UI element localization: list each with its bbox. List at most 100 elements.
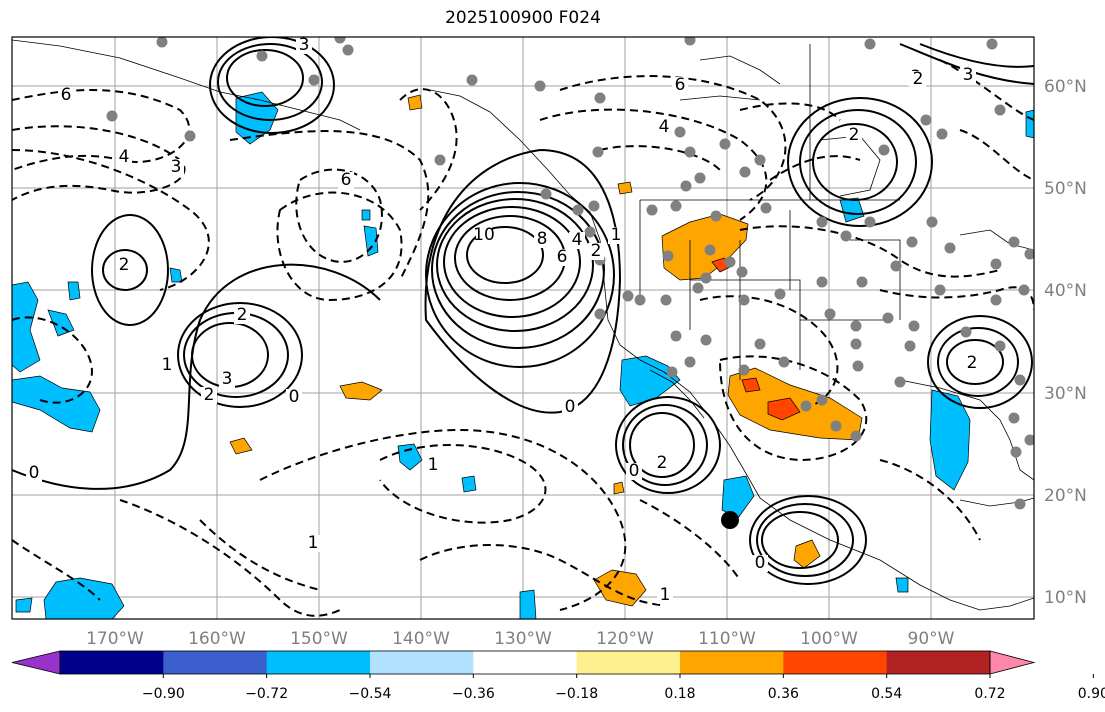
station-dot [1010,446,1022,458]
colorbar-tick-label: −0.90 [142,686,185,702]
contour-label: 0 [565,397,576,417]
station-dot [622,290,634,302]
station-dot [1014,374,1026,386]
contour-label: 3 [963,65,974,85]
station-dot [850,338,862,350]
colorbar-segment [266,651,371,674]
contour-label: 8 [537,229,548,249]
colorbar-tick-label: 0.54 [871,686,902,702]
station-dot [739,166,751,178]
colorbar-tick-label: 0.18 [664,686,695,702]
station-dot [1018,284,1030,296]
colorbar-segment [370,651,474,674]
colorbar-tick-label: −0.18 [555,686,598,702]
station-dot [850,320,862,332]
station-dot [830,420,842,432]
station-dot [540,188,552,200]
colorbar-segment [576,651,681,674]
station-dot [684,356,696,368]
station-dot [594,92,606,104]
storm-center-marker [721,511,739,529]
station-dot [646,204,658,216]
station-dot [724,256,736,268]
station-dot [710,210,722,222]
contour-label: 2 [657,453,668,473]
contour-label: 0 [289,387,300,407]
station-dot [864,38,876,50]
station-dot [106,110,118,122]
station-dot [1008,412,1020,424]
station-dot [308,74,320,86]
longitude-label: 150°W [290,629,348,649]
station-dot [674,126,686,138]
station-dot [908,320,920,332]
contour-label: 1 [611,225,622,245]
station-dot [944,242,956,254]
contour-label: 4 [119,147,130,167]
latitude-label: 20°N [1044,486,1087,506]
contour-label: 6 [675,75,686,95]
contour-label: 6 [557,247,568,267]
colorbar-segment [473,651,578,674]
station-dot [816,394,828,406]
longitude-label: 100°W [800,629,858,649]
colorbar-tick-label: −0.36 [452,686,495,702]
contour-label: 2 [591,241,602,261]
station-dot [840,230,852,242]
station-dot [894,376,906,388]
station-dot [434,154,446,166]
colorbar-arrow-low [11,650,61,675]
latitude-label: 50°N [1044,179,1087,199]
station-dot [994,340,1006,352]
station-dot [934,284,946,296]
station-dot [594,308,606,320]
colorbar-tick-label: −0.72 [245,686,288,702]
colorbar-tick-label: −0.54 [349,686,392,702]
station-dot [738,294,750,306]
contour-label: 0 [629,461,640,481]
station-dot [852,360,864,372]
station-dot [936,128,948,140]
contour-label: 3 [299,35,310,55]
colorbar-segment [163,651,268,674]
longitude-label: 120°W [596,629,654,649]
station-dot [816,276,828,288]
station-dot [856,276,868,288]
latitude-label: 30°N [1044,384,1087,404]
station-dot [662,250,674,262]
longitude-label: 160°W [188,629,246,649]
contour-label: 1 [660,585,671,605]
station-dot [256,50,268,62]
longitude-label: 130°W [494,629,552,649]
contour-label: 2 [237,305,248,325]
station-dot [680,180,692,192]
contour-label: 1 [308,533,319,553]
contour-label: 1 [162,355,173,375]
station-dots [106,37,1034,510]
station-dot [754,338,766,350]
colorbar-tick-label: 0.72 [974,686,1005,702]
contour-label: 0 [755,553,766,573]
colorbar-tick-label: 0.36 [768,686,799,702]
station-dot [670,330,682,342]
colorbar-segment [783,651,888,674]
station-dot [156,37,168,48]
station-dot [719,138,731,150]
station-dot [904,340,916,352]
longitude-label: 110°W [698,629,756,649]
station-dot [816,216,828,228]
station-dot [850,430,862,442]
station-dot [864,216,876,228]
station-dot [1014,498,1026,510]
colorbar [11,650,1036,675]
longitude-label: 90°W [908,629,955,649]
station-dot [736,266,748,278]
station-dot [700,272,712,284]
station-dot [588,200,600,212]
colorbar-segment [886,651,991,674]
station-dot [534,80,546,92]
station-dot [960,326,972,338]
station-dot [920,114,932,126]
colorbar-arrow-high [989,650,1036,675]
contour-label: 6 [61,85,72,105]
